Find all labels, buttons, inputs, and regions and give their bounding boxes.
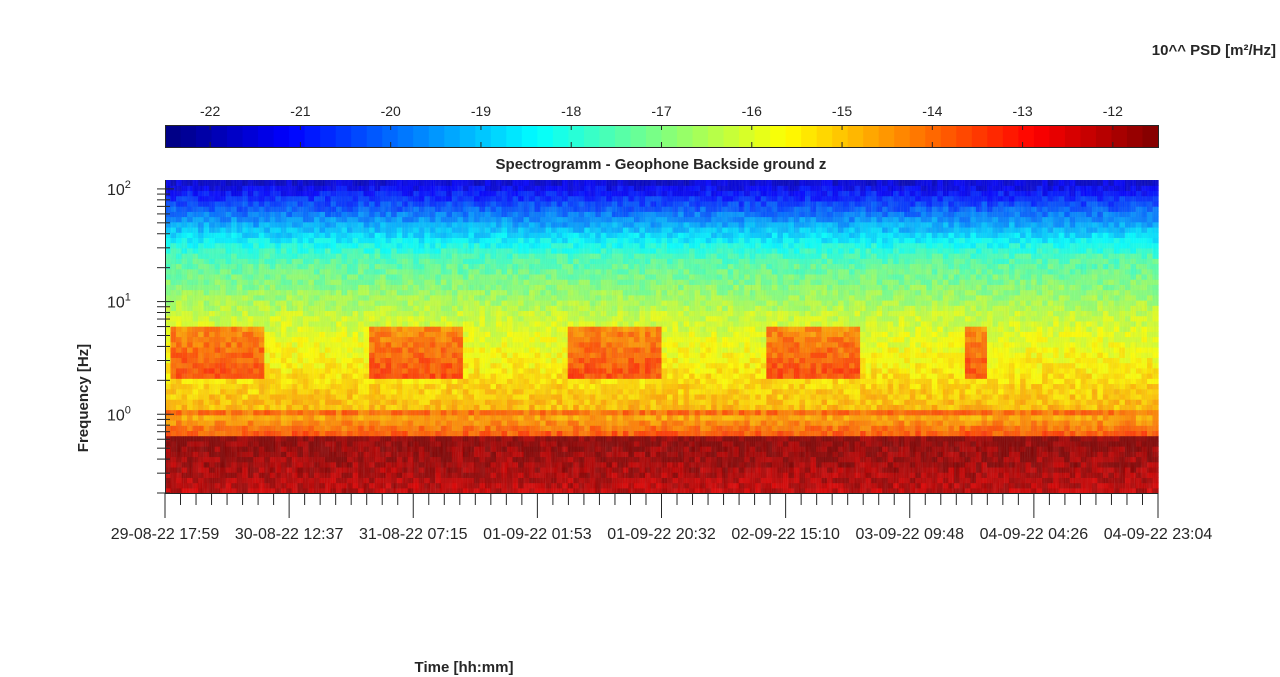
colorbar-cell — [583, 125, 601, 147]
colorbar-tick-label: -14 — [922, 103, 942, 119]
colorbar-cell — [428, 125, 445, 147]
colorbar-cell — [397, 125, 414, 147]
colorbar-cell — [196, 125, 213, 147]
colorbar-cell — [382, 125, 399, 147]
colorbar: -22 -21 -20 -19 -18 -17 -16 -15 -14 -13 -12 — [165, 103, 1159, 148]
colorbar-label: 10^^ PSD [m²/Hz] — [1152, 42, 1276, 59]
colorbar-cell — [801, 125, 818, 147]
colorbar-cell — [832, 125, 849, 147]
colorbar-cell — [878, 125, 895, 147]
colorbar-cell — [351, 125, 368, 147]
colorbar-cell — [630, 125, 647, 147]
colorbar-cell — [320, 125, 337, 147]
colorbar-cell — [1095, 125, 1113, 147]
colorbar-cell — [521, 125, 538, 147]
colorbar-cell — [211, 125, 228, 147]
colorbar-cell — [568, 125, 585, 147]
colorbar-cell — [552, 125, 570, 147]
colorbar-cell — [1111, 125, 1128, 147]
colorbar-tick-label: -13 — [1012, 103, 1032, 119]
colorbar-cell — [227, 125, 244, 147]
colorbar-cell — [987, 125, 1004, 147]
colorbar-cell — [614, 125, 632, 147]
colorbar-cell — [490, 125, 507, 147]
colorbar-cell — [1064, 125, 1082, 147]
colorbar-cell — [754, 125, 771, 147]
colorbar-tick-label: -22 — [200, 103, 220, 119]
colorbar-cell — [723, 125, 740, 147]
colorbar-cell — [242, 125, 259, 147]
colorbar-cell — [1142, 125, 1159, 147]
colorbar-cell — [335, 125, 352, 147]
colorbar-cell — [273, 125, 290, 147]
colorbar-cell — [537, 125, 554, 147]
colorbar-cell — [1049, 125, 1066, 147]
colorbar-cell — [1080, 125, 1097, 147]
colorbar-cell — [289, 125, 306, 147]
colorbar-cell — [304, 125, 321, 147]
colorbar-cell — [692, 125, 709, 147]
colorbar-cell — [444, 125, 461, 147]
colorbar-cell — [1033, 125, 1050, 147]
colorbar-tick-label: -19 — [471, 103, 491, 119]
colorbar-cell — [413, 125, 430, 147]
colorbar-cell — [180, 125, 197, 147]
colorbar-cell — [475, 125, 492, 147]
colorbar-cell — [599, 125, 616, 147]
colorbar-cell — [1126, 125, 1144, 147]
colorbar-cell — [677, 125, 694, 147]
colorbar-cell — [165, 125, 182, 147]
colorbar-cell — [770, 125, 787, 147]
colorbar-cell — [1002, 125, 1019, 147]
plot-area — [165, 180, 1159, 494]
colorbar-cell — [894, 125, 911, 147]
colorbar-tick-label: -21 — [290, 103, 310, 119]
colorbar-tick-label: -15 — [832, 103, 852, 119]
colorbar-cell — [971, 125, 988, 147]
colorbar-cell — [847, 125, 864, 147]
colorbar-cell — [459, 125, 476, 147]
colorbar-tick-label: -16 — [742, 103, 762, 119]
colorbar-tick-label: -20 — [381, 103, 401, 119]
colorbar-cell — [909, 125, 926, 147]
chart-title: Spectrogramm - Geophone Backside ground … — [496, 156, 827, 173]
colorbar-cell — [661, 125, 678, 147]
colorbar-cell — [366, 125, 383, 147]
colorbar-cell — [925, 125, 942, 147]
colorbar-tick-label: -18 — [561, 103, 581, 119]
colorbar-cell — [645, 125, 663, 147]
colorbar-cell — [863, 125, 880, 147]
colorbar-cell — [1018, 125, 1035, 147]
colorbar-cell — [258, 125, 275, 147]
colorbar-tick-label: -12 — [1103, 103, 1123, 119]
colorbar-cell — [956, 125, 973, 147]
colorbar-tick-label: -17 — [651, 103, 671, 119]
colorbar-cell — [739, 125, 756, 147]
colorbar-cell — [708, 125, 725, 147]
colorbar-cell — [506, 125, 523, 147]
colorbar-cell — [940, 125, 957, 147]
colorbar-cell — [785, 125, 802, 147]
colorbar-cell — [816, 125, 833, 147]
